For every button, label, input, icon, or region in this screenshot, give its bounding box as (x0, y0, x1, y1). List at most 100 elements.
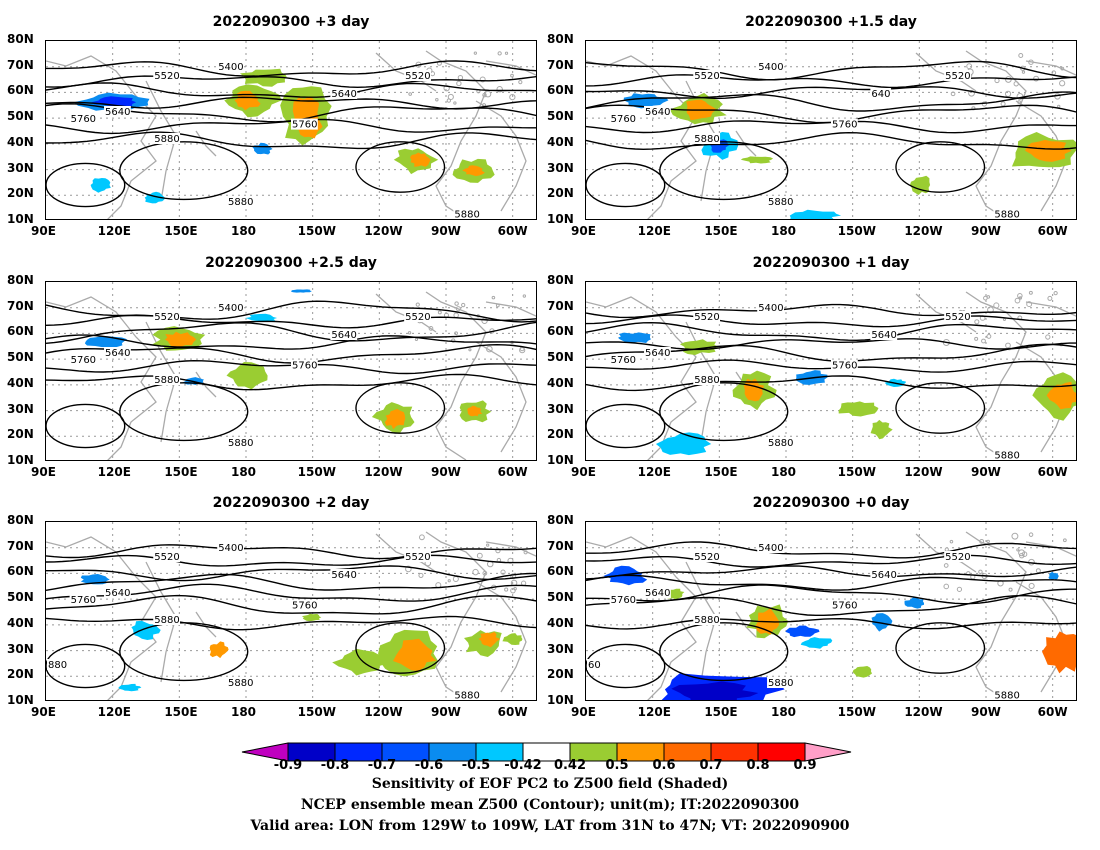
contour-label: 5520 (945, 71, 970, 82)
lat-tick-label: 70N (7, 298, 34, 313)
contour-label: 5400 (218, 303, 243, 314)
lat-tick-label: 80N (547, 32, 574, 46)
lon-tick-label: 150E (164, 465, 198, 479)
lat-tick-label: 50N (7, 350, 34, 365)
sensitivity-shading (90, 178, 111, 193)
sensitivity-shading (209, 641, 229, 659)
caption-line1: Sensitivity of EOF PC2 to Z500 field (Sh… (371, 776, 729, 792)
lon-tick-label: 150W (297, 465, 336, 479)
contour-label: 5640 (871, 570, 896, 581)
lon-tick-label: 180 (230, 465, 257, 479)
sensitivity-shading (623, 93, 669, 109)
panel-title: 2022090300 +2 day (212, 495, 370, 511)
contour-label: 5520 (405, 312, 430, 323)
sensitivity-shading (671, 681, 759, 700)
contour-label: 5880 (994, 691, 1019, 701)
sensitivity-shading (91, 96, 137, 108)
map-canvas: 5400 5520 5520 640 5640 5760 5760 5880 5880 5880 (586, 41, 1076, 220)
lon-tick-label: 150W (837, 224, 876, 238)
lat-tick-label: 60N (7, 564, 34, 579)
lat-tick-label: 60N (547, 324, 574, 339)
contour-label: 5880 (154, 134, 179, 145)
colorbar-tick-label: 0.42 (553, 758, 587, 773)
lon-tick-label: 90E (571, 705, 596, 719)
map-canvas: 5400 5520 5520 5640 5640 5760 5760 5880 5880 5880 (46, 41, 536, 219)
contour-label: 5880 (228, 678, 253, 689)
lon-tick-label: 150E (164, 224, 198, 238)
lat-tick-label: 30N (547, 160, 574, 175)
lat-tick-label: 40N (547, 134, 574, 149)
colorbar (241, 742, 852, 762)
contour-label: 5640 (645, 107, 670, 118)
lon-tick-label: 120E (97, 465, 131, 479)
contour-label: 5880 (768, 197, 793, 208)
lon-tick-label: 120W (904, 705, 943, 719)
lat-tick-label: 50N (7, 109, 34, 124)
lon-tick-label: 150E (704, 705, 738, 719)
contour-label: 5760 (832, 120, 857, 131)
lon-tick-label: 150W (297, 705, 336, 719)
lat-tick-label: 80N (547, 513, 574, 527)
lon-tick-label: 150E (164, 705, 198, 719)
lat-tick-label: 10N (547, 212, 574, 226)
lon-tick-label: 90E (31, 465, 56, 479)
contour-label: 5880 (768, 438, 793, 449)
lat-tick-label: 70N (7, 538, 34, 553)
sensitivity-shading (1042, 631, 1076, 674)
contour-label: 880 (48, 660, 67, 671)
contour-label: 5400 (758, 62, 783, 73)
map-panel: 5400 5520 5520 5640 5640 5760 5760 5880 5880 5880… (585, 521, 1077, 701)
panel-title: 2022090300 +2.5 day (205, 255, 377, 271)
lon-tick-label: 150E (704, 465, 738, 479)
sensitivity-shading (838, 401, 879, 417)
sensitivity-shading (462, 165, 485, 177)
lat-tick-label: 80N (7, 32, 34, 46)
contour-label: 5880 (994, 210, 1019, 220)
contour-label: 5520 (945, 312, 970, 323)
map-canvas: 5400 5520 5520 5640 5640 5760 5760 5880 5880 (46, 282, 536, 460)
contour-label: 5760 (71, 595, 96, 606)
map-panel: 5400 5520 5520 5640 5640 5760 5760 5880 5880 5880 (45, 40, 537, 220)
lat-tick-label: 80N (7, 273, 34, 287)
contour-label: 5760 (832, 601, 857, 612)
lon-tick-label: 120W (364, 705, 403, 719)
lon-tick-label: 60W (497, 705, 528, 719)
lon-tick-label: 180 (770, 705, 797, 719)
contour-label: 5760 (832, 361, 857, 372)
lat-tick-label: 70N (7, 57, 34, 72)
lon-tick-label: 60W (1037, 224, 1068, 238)
contour-label: 5640 (105, 107, 130, 118)
sensitivity-shading (904, 597, 924, 609)
contour-label: 5400 (758, 543, 783, 554)
contour-label: 5760 (611, 355, 636, 366)
sensitivity-shading (165, 331, 197, 348)
contour-label: 5760 (71, 355, 96, 366)
colorbar-tick-label: 0.7 (699, 758, 723, 773)
colorbar-tick-label: -0.9 (273, 758, 303, 773)
lon-tick-label: 120E (637, 224, 671, 238)
colorbar-tick-label: -0.8 (320, 758, 350, 773)
lat-tick-label: 40N (547, 615, 574, 630)
contour-label: 5640 (645, 588, 670, 599)
sensitivity-shading (871, 613, 893, 632)
colorbar-tick-label: -0.6 (414, 758, 444, 773)
lat-tick-label: 50N (547, 350, 574, 365)
contour-label: 5760 (611, 595, 636, 606)
sensitivity-shading (410, 152, 431, 167)
sensitivity-shading (1046, 381, 1076, 410)
contour-label: 5760 (611, 114, 636, 125)
lat-tick-label: 20N (7, 186, 34, 201)
sensitivity-shading (234, 90, 261, 111)
sensitivity-shading (240, 68, 287, 87)
lat-tick-label: 30N (7, 401, 34, 416)
map-canvas: 5400 5520 5520 5640 5640 5760 5760 5880 5880 5880… (586, 522, 1076, 701)
contour-label: 5400 (758, 303, 783, 314)
contour-label: 640 (871, 89, 890, 100)
sensitivity-shading (785, 625, 820, 638)
lon-tick-label: 90E (571, 465, 596, 479)
map-panel: 5400 5520 5520 5640 5640 5760 5760 5880 5880 (45, 281, 537, 461)
lon-tick-label: 90W (430, 705, 461, 719)
lat-tick-label: 20N (547, 667, 574, 682)
contour-label: 60 (588, 660, 601, 671)
sensitivity-shading (789, 209, 842, 219)
